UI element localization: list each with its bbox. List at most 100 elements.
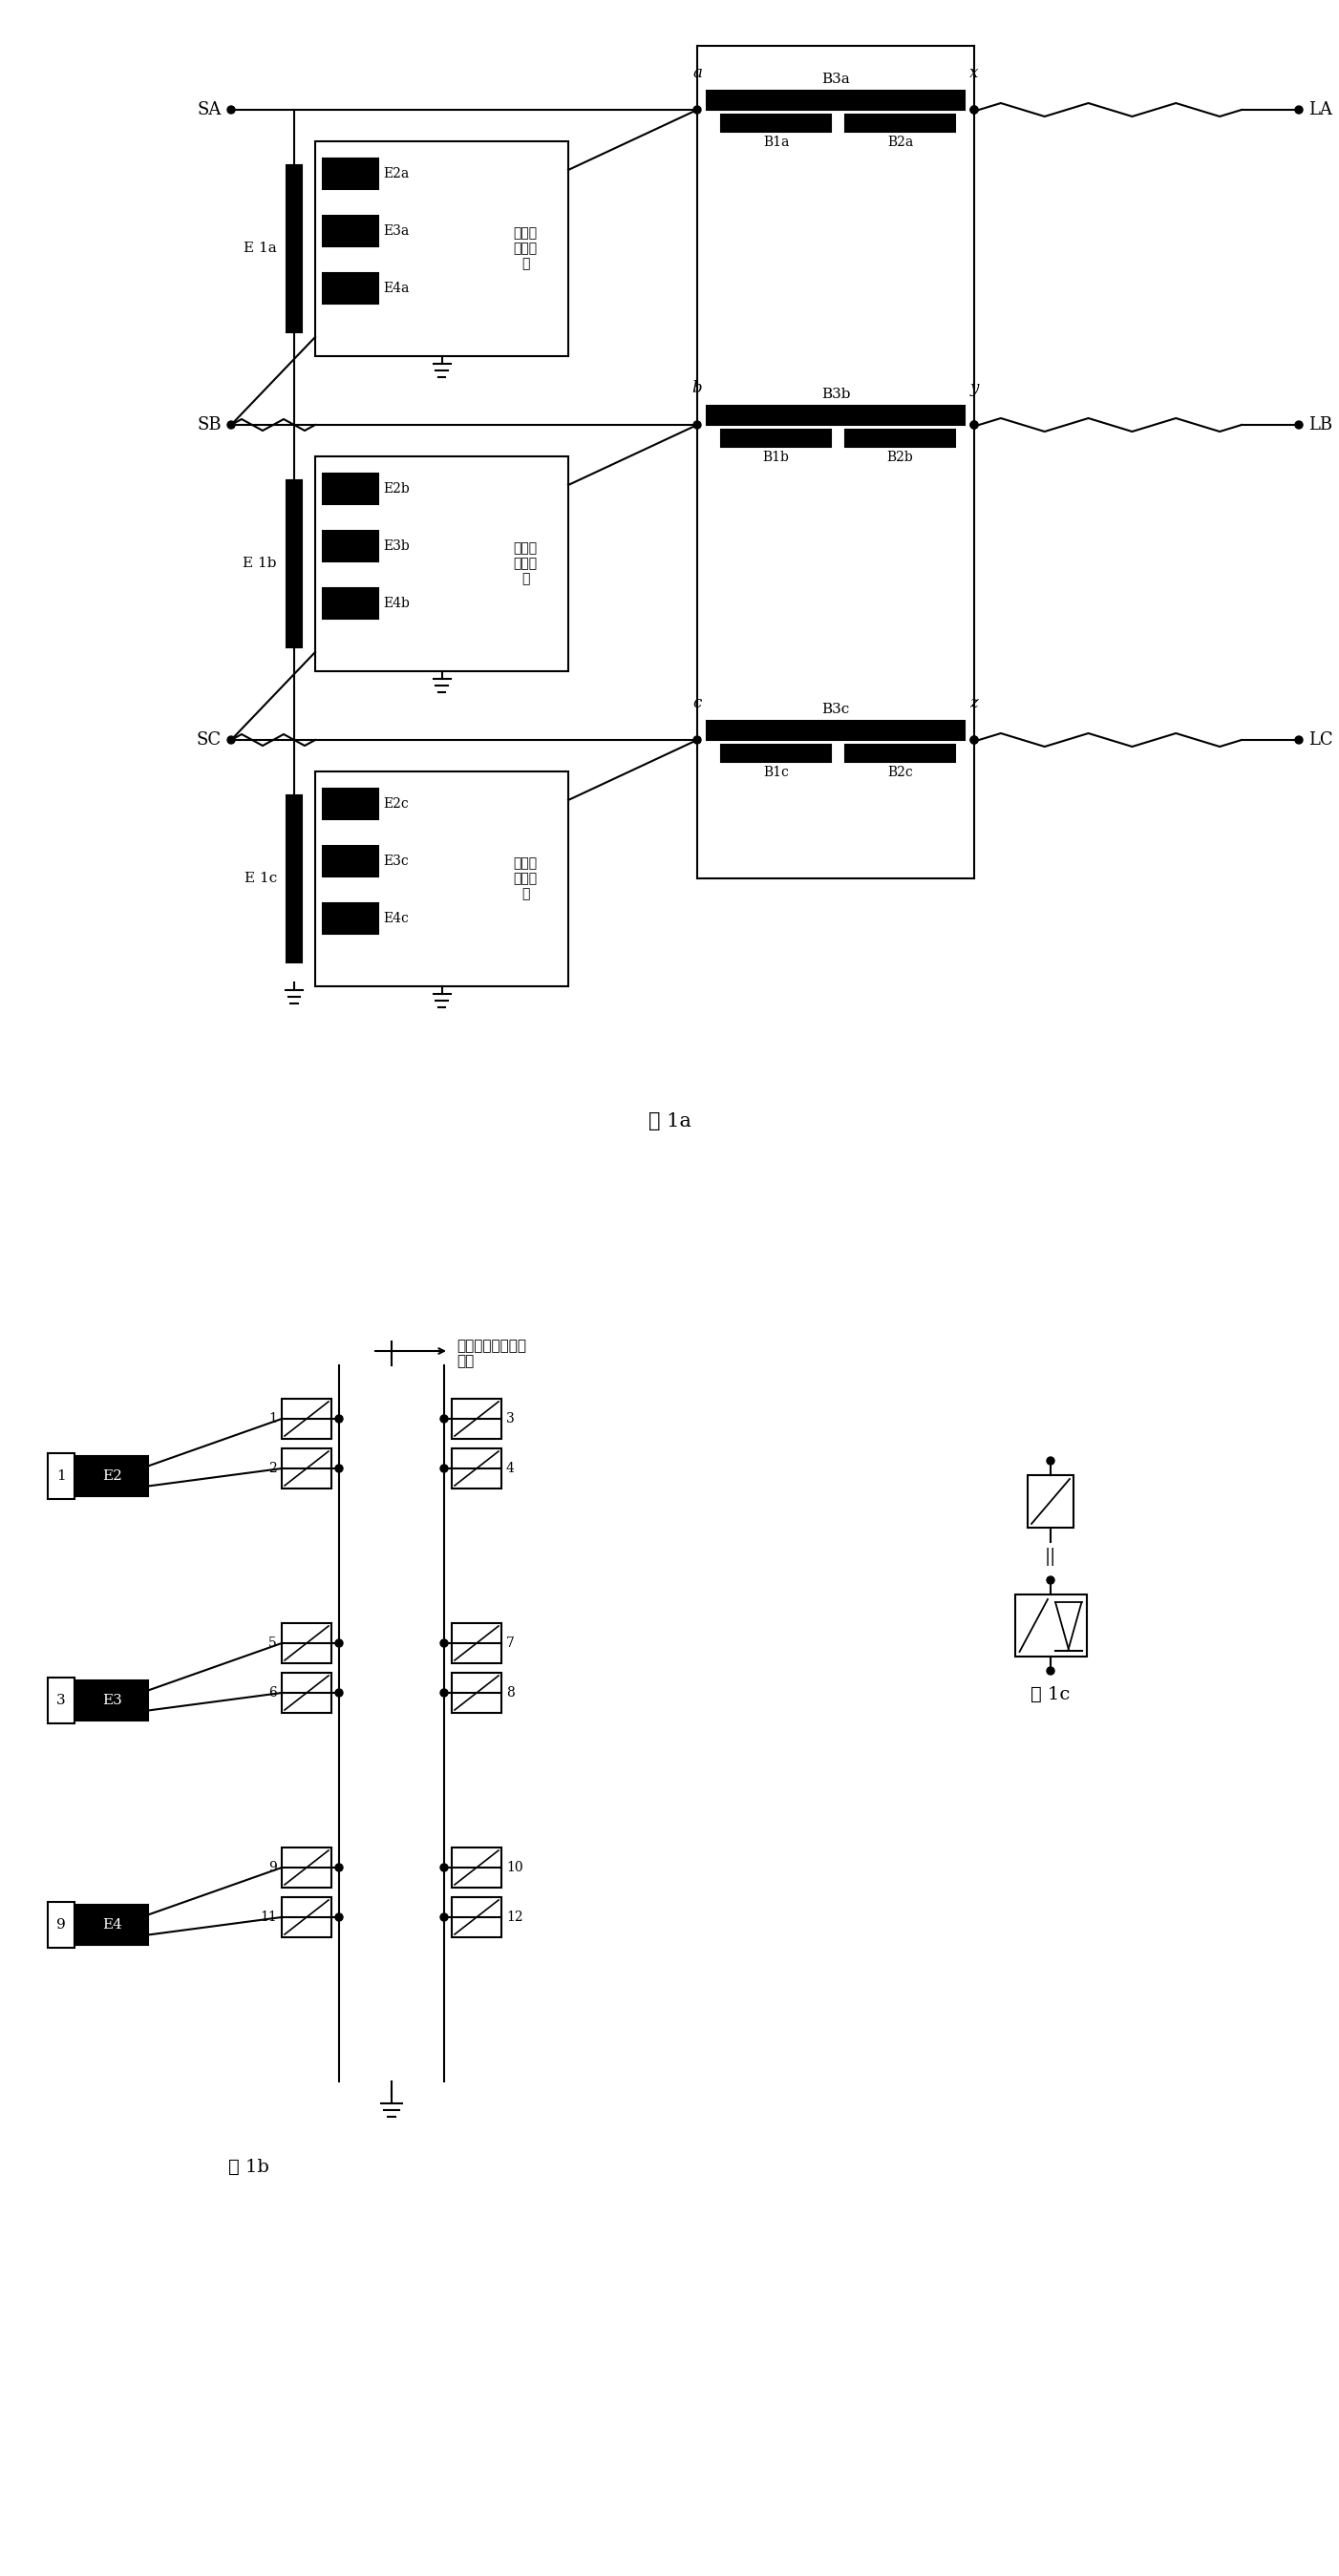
Bar	[845, 744, 955, 762]
Text: 晶闸管
调压电
路: 晶闸管 调压电 路	[513, 858, 537, 902]
Bar	[48, 1901, 75, 1947]
Text: 2: 2	[269, 1461, 277, 1476]
Bar	[281, 1847, 332, 1888]
Text: 8: 8	[506, 1687, 514, 1700]
Circle shape	[1047, 1577, 1054, 1584]
Circle shape	[1295, 737, 1303, 744]
Text: 10: 10	[506, 1860, 524, 1875]
Bar	[323, 845, 378, 876]
Text: LC: LC	[1308, 732, 1332, 750]
Bar	[451, 1847, 501, 1888]
Bar	[323, 904, 378, 933]
Bar	[315, 142, 568, 355]
Circle shape	[228, 106, 234, 113]
Bar	[281, 1399, 332, 1440]
Bar	[451, 1896, 501, 1937]
Circle shape	[1047, 1458, 1054, 1466]
Bar	[707, 90, 964, 111]
Text: E2: E2	[102, 1468, 122, 1484]
Text: E 1a: E 1a	[244, 242, 277, 255]
Text: E 1c: E 1c	[244, 873, 277, 886]
Text: 图 1a: 图 1a	[648, 1113, 691, 1131]
Text: x: x	[969, 64, 979, 82]
Text: B3c: B3c	[822, 703, 850, 716]
Text: 图 1c: 图 1c	[1031, 1687, 1070, 1703]
Bar	[1027, 1476, 1074, 1528]
Text: 6: 6	[269, 1687, 277, 1700]
Text: E3b: E3b	[383, 538, 410, 554]
Circle shape	[335, 1638, 343, 1646]
Circle shape	[441, 1914, 449, 1922]
Circle shape	[335, 1914, 343, 1922]
Text: SC: SC	[197, 732, 221, 750]
Text: E4b: E4b	[383, 598, 410, 611]
Circle shape	[694, 420, 702, 428]
Text: E2a: E2a	[383, 167, 408, 180]
Text: 5: 5	[269, 1636, 277, 1649]
Circle shape	[971, 420, 977, 428]
Circle shape	[441, 1638, 449, 1646]
Bar	[281, 1623, 332, 1664]
Circle shape	[971, 106, 977, 113]
Circle shape	[1047, 1667, 1054, 1674]
Text: E3a: E3a	[383, 224, 408, 237]
Bar	[76, 1455, 149, 1497]
Text: 7: 7	[506, 1636, 514, 1649]
Bar	[48, 1453, 75, 1499]
Text: c: c	[692, 696, 702, 711]
Bar	[1015, 1595, 1086, 1656]
Circle shape	[335, 1690, 343, 1698]
Bar	[323, 587, 378, 618]
Bar	[323, 474, 378, 505]
Text: 4: 4	[506, 1461, 514, 1476]
Bar	[722, 430, 832, 446]
Text: 1: 1	[269, 1412, 277, 1425]
Bar	[281, 1672, 332, 1713]
Text: 图 1b: 图 1b	[228, 2159, 269, 2177]
Bar	[451, 1672, 501, 1713]
Bar	[845, 430, 955, 446]
Text: SB: SB	[197, 417, 221, 433]
Circle shape	[335, 1862, 343, 1870]
Bar	[722, 113, 832, 131]
Text: B2a: B2a	[888, 137, 913, 149]
Circle shape	[971, 737, 977, 744]
Text: E2c: E2c	[383, 796, 408, 811]
Text: 12: 12	[506, 1911, 524, 1924]
Text: B3a: B3a	[821, 72, 850, 85]
Bar	[323, 531, 378, 562]
Text: E4c: E4c	[383, 912, 408, 925]
Text: E4a: E4a	[383, 281, 410, 296]
Circle shape	[1295, 106, 1303, 113]
Bar	[323, 273, 378, 304]
Text: 9: 9	[269, 1860, 277, 1875]
Text: B2b: B2b	[886, 451, 913, 464]
Bar	[287, 479, 301, 647]
Text: 1: 1	[56, 1468, 66, 1484]
Text: E 1b: E 1b	[244, 556, 277, 569]
Circle shape	[971, 737, 977, 744]
Text: E4: E4	[102, 1919, 122, 1932]
Bar	[323, 160, 378, 188]
Bar	[315, 770, 568, 987]
Circle shape	[971, 420, 977, 428]
Text: SA: SA	[197, 100, 221, 118]
Text: E2b: E2b	[383, 482, 410, 495]
Bar	[323, 788, 378, 819]
Bar	[451, 1623, 501, 1664]
Bar	[323, 216, 378, 247]
Text: 9: 9	[56, 1919, 66, 1932]
Circle shape	[694, 737, 702, 744]
Text: 晶闸管
调压电
路: 晶闸管 调压电 路	[513, 227, 537, 270]
Bar	[48, 1677, 75, 1723]
Circle shape	[441, 1414, 449, 1422]
Bar	[451, 1399, 501, 1440]
Circle shape	[971, 106, 977, 113]
Text: 11: 11	[260, 1911, 277, 1924]
Text: E3c: E3c	[383, 855, 408, 868]
Circle shape	[441, 1862, 449, 1870]
Circle shape	[441, 1466, 449, 1473]
Text: 与串联变压器副边
相连: 与串联变压器副边 相连	[457, 1340, 526, 1368]
Text: z: z	[969, 696, 979, 711]
Bar	[845, 113, 955, 131]
